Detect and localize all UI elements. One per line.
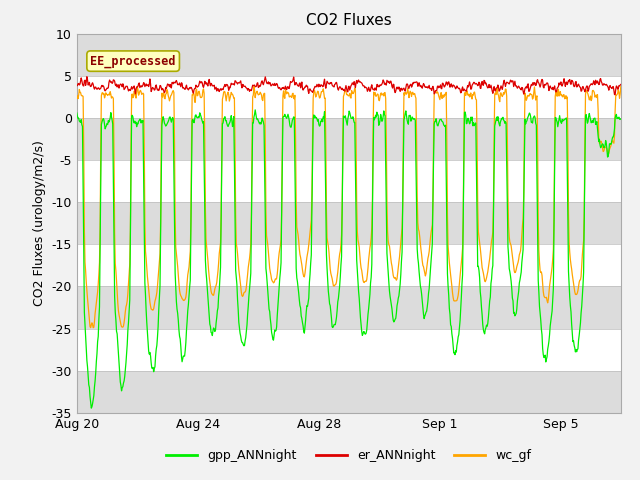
- Bar: [77, 328, 621, 371]
- Legend: gpp_ANNnight, er_ANNnight, wc_gf: gpp_ANNnight, er_ANNnight, wc_gf: [161, 444, 536, 467]
- Bar: [77, 371, 621, 413]
- Bar: [77, 34, 621, 76]
- Bar: [77, 287, 621, 328]
- Bar: [77, 76, 621, 118]
- Bar: [77, 160, 621, 202]
- Bar: [77, 244, 621, 287]
- Text: EE_processed: EE_processed: [90, 54, 176, 68]
- Bar: [77, 202, 621, 244]
- Bar: [77, 118, 621, 160]
- Y-axis label: CO2 Fluxes (urology/m2/s): CO2 Fluxes (urology/m2/s): [33, 140, 46, 306]
- Title: CO2 Fluxes: CO2 Fluxes: [306, 13, 392, 28]
